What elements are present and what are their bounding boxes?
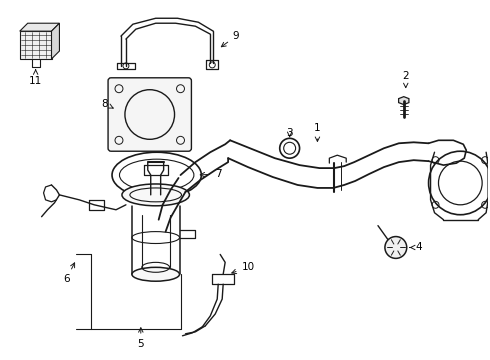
Text: 6: 6 <box>63 263 74 284</box>
Text: 11: 11 <box>29 70 42 86</box>
Text: 7: 7 <box>200 169 221 179</box>
Text: 10: 10 <box>232 262 254 274</box>
Ellipse shape <box>132 267 179 281</box>
Text: 5: 5 <box>138 328 144 349</box>
Text: 9: 9 <box>221 31 240 47</box>
Ellipse shape <box>122 184 190 206</box>
Text: 1: 1 <box>314 123 321 141</box>
Circle shape <box>385 237 407 258</box>
Polygon shape <box>398 96 409 105</box>
Polygon shape <box>20 23 59 31</box>
Text: 2: 2 <box>402 71 409 87</box>
FancyBboxPatch shape <box>108 78 192 151</box>
Polygon shape <box>51 23 59 59</box>
Text: 8: 8 <box>101 99 113 109</box>
Text: 4: 4 <box>410 243 422 252</box>
Text: 3: 3 <box>286 129 293 138</box>
FancyBboxPatch shape <box>20 31 51 59</box>
